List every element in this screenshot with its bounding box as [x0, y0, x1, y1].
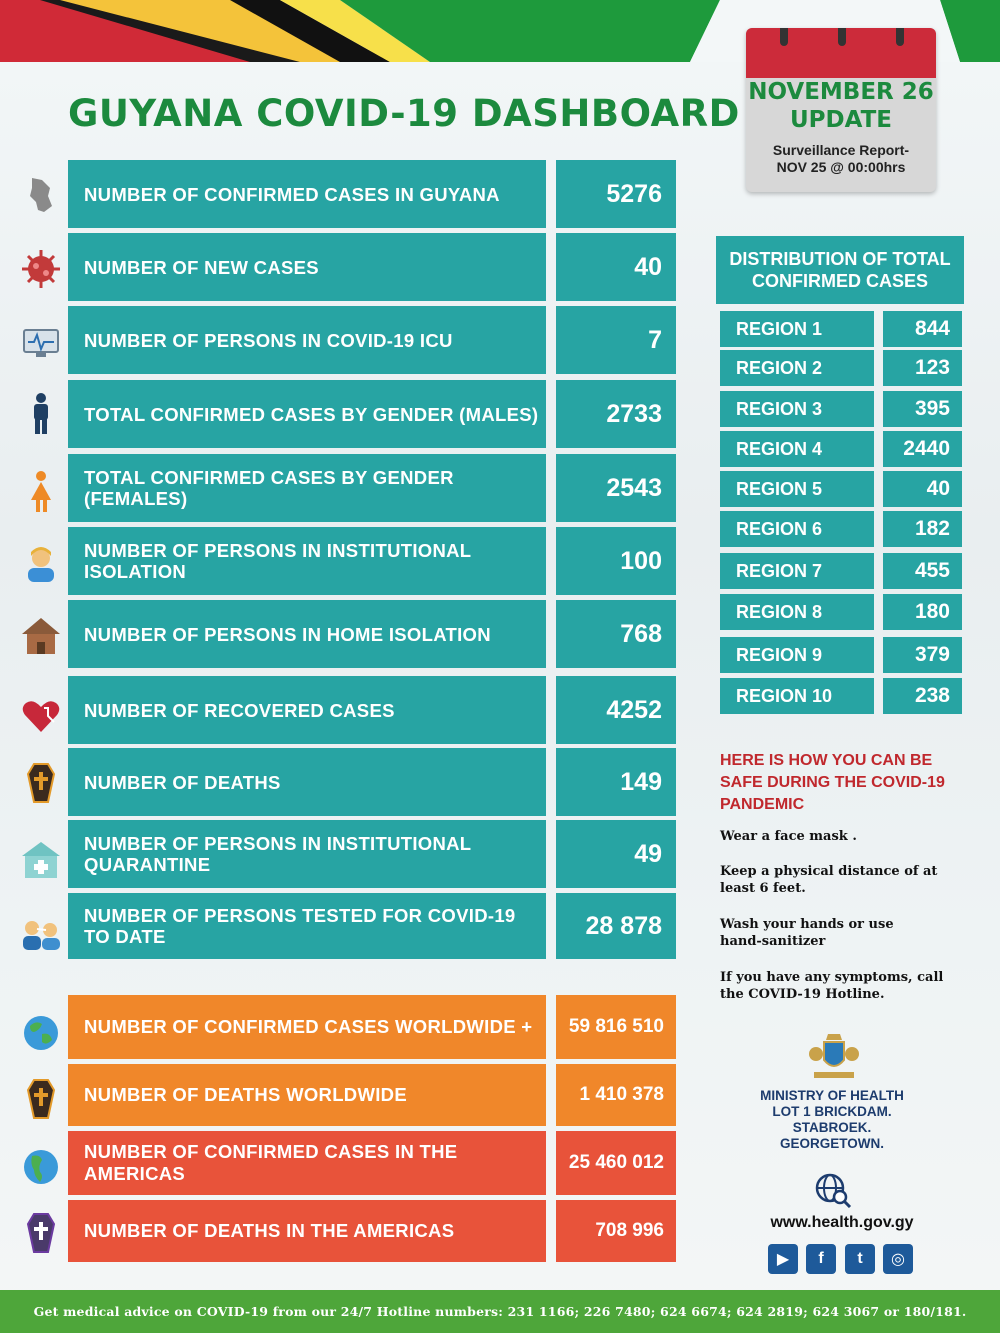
- update-calendar: NOVEMBER 26 UPDATE Surveillance Report- …: [746, 28, 936, 192]
- region-label: REGION 7: [720, 553, 874, 589]
- female-icon: [31, 471, 51, 512]
- hotline-footer: Get medical advice on COVID-19 from our …: [0, 1290, 1000, 1333]
- globe-icon: [24, 1150, 58, 1184]
- hospital-icon: [22, 842, 60, 878]
- stat-label-deaths: NUMBER OF DEATHS: [68, 748, 546, 816]
- stat-value-confirmed-cases: 5276: [556, 160, 676, 228]
- stat-label-institutional-isolation: NUMBER OF PERSONS IN INSTITUTIONAL ISOLA…: [68, 527, 546, 595]
- surveillance-report: Surveillance Report- NOV 25 @ 00:00hrs: [746, 142, 936, 176]
- stat-label-home-isolation: NUMBER OF PERSONS IN HOME ISOLATION: [68, 600, 546, 668]
- coffin-icon: [26, 1213, 56, 1253]
- safety-tip: Wear a face mask .: [720, 829, 857, 844]
- update-date-line1: NOVEMBER 26: [748, 79, 934, 105]
- stat-value-new-cases: 40: [556, 233, 676, 301]
- stat-label-new-cases: NUMBER OF NEW CASES: [68, 233, 546, 301]
- monitor-icon: [23, 329, 59, 357]
- coffin-icon: [26, 763, 56, 803]
- stat-label-confirmed-cases: NUMBER OF CONFIRMED CASES IN GUYANA: [68, 160, 546, 228]
- twitter-icon[interactable]: t: [845, 1244, 875, 1274]
- facebook-icon[interactable]: f: [806, 1244, 836, 1274]
- region-value: 123: [883, 350, 962, 386]
- instagram-icon[interactable]: ◎: [883, 1244, 913, 1274]
- stat-value-males: 2733: [556, 380, 676, 448]
- stat-label-females: TOTAL CONFIRMED CASES BY GENDER (FEMALES…: [68, 454, 546, 522]
- ministry-line1: MINISTRY OF HEALTH: [760, 1088, 904, 1103]
- stat-value-icu: 7: [556, 306, 676, 374]
- region-value: 395: [883, 391, 962, 427]
- male-icon: [34, 393, 48, 434]
- ministry-line4: GEORGETOWN.: [779, 1136, 884, 1151]
- stat-label-tested: NUMBER OF PERSONS TESTED FOR COVID-19 TO…: [68, 893, 546, 959]
- region-label: REGION 10: [720, 678, 874, 714]
- swab-test-icon: [23, 921, 60, 950]
- house-icon: [22, 618, 60, 654]
- stat-label-icu: NUMBER OF PERSONS IN COVID-19 ICU: [68, 306, 546, 374]
- region-value: 182: [883, 511, 962, 547]
- stat-label-recovered: NUMBER OF RECOVERED CASES: [68, 676, 546, 744]
- ministry-address: MINISTRY OF HEALTH LOT 1 BRICKDAM. STABR…: [740, 1088, 924, 1152]
- region-label: REGION 3: [720, 391, 874, 427]
- stat-value-institutional-quarantine: 49: [556, 820, 676, 888]
- world-value-confirmed: 59 816 510: [556, 995, 676, 1059]
- stat-value-deaths: 149: [556, 748, 676, 816]
- surveillance-report-line1: Surveillance Report-: [772, 142, 910, 158]
- americas-value-confirmed: 25 460 012: [556, 1131, 676, 1195]
- nurse-icon: [28, 547, 54, 582]
- update-date-line2: UPDATE: [789, 107, 893, 133]
- region-value: 844: [883, 311, 962, 347]
- safety-heading: HERE IS HOW YOU CAN BE SAFE DURING THE C…: [720, 752, 945, 813]
- stat-value-tested: 28 878: [556, 893, 676, 959]
- heart-icon: [22, 701, 60, 732]
- region-label: REGION 9: [720, 637, 874, 673]
- update-date: NOVEMBER 26 UPDATE: [746, 78, 936, 134]
- website-link[interactable]: www.health.gov.gy: [770, 1214, 914, 1231]
- region-label: REGION 8: [720, 594, 874, 630]
- coat-of-arms-icon: [809, 1034, 859, 1078]
- stat-label-institutional-quarantine: NUMBER OF PERSONS IN INSTITUTIONAL QUARA…: [68, 820, 546, 888]
- region-label: REGION 4: [720, 431, 874, 467]
- distribution-heading: DISTRIBUTION OF TOTAL CONFIRMED CASES: [716, 236, 964, 304]
- americas-value-deaths: 708 996: [556, 1200, 676, 1262]
- calendar-ring-icon: [838, 28, 846, 46]
- globe-icon: [24, 1016, 58, 1050]
- page-title: GUYANA COVID-19 DASHBOARD: [68, 92, 740, 135]
- region-label: REGION 6: [720, 511, 874, 547]
- region-value: 238: [883, 678, 962, 714]
- region-value: 379: [883, 637, 962, 673]
- guyana-flag-banner: [0, 0, 1000, 62]
- region-label: REGION 1: [720, 311, 874, 347]
- stat-value-home-isolation: 768: [556, 600, 676, 668]
- stat-value-females: 2543: [556, 454, 676, 522]
- region-value: 40: [883, 471, 962, 507]
- region-value: 455: [883, 553, 962, 589]
- web-search-icon: [815, 1173, 852, 1208]
- virus-icon: [22, 250, 60, 288]
- guyana-map-icon: [30, 178, 52, 212]
- ministry-line2: LOT 1 BRICKDAM.: [772, 1104, 892, 1119]
- safety-tip: Keep a physical distance of at least 6 f…: [720, 864, 938, 896]
- stat-value-institutional-isolation: 100: [556, 527, 676, 595]
- coffin-icon: [26, 1079, 56, 1119]
- ministry-line3: STABROEK.: [792, 1120, 872, 1135]
- region-value: 2440: [883, 431, 962, 467]
- safety-tip: Wash your hands or use hand-sanitizer: [720, 917, 894, 949]
- youtube-icon[interactable]: ▶: [768, 1244, 798, 1274]
- surveillance-report-line2: NOV 25 @ 00:00hrs: [776, 159, 906, 175]
- stat-value-recovered: 4252: [556, 676, 676, 744]
- world-label-deaths: NUMBER OF DEATHS WORLDWIDE: [68, 1064, 546, 1126]
- americas-label-confirmed: NUMBER OF CONFIRMED CASES IN THE AMERICA…: [68, 1131, 546, 1195]
- region-label: REGION 2: [720, 350, 874, 386]
- world-label-confirmed: NUMBER OF CONFIRMED CASES WORLDWIDE +: [68, 995, 546, 1059]
- world-value-deaths: 1 410 378: [556, 1064, 676, 1126]
- calendar-ring-icon: [780, 28, 788, 46]
- region-value: 180: [883, 594, 962, 630]
- americas-label-deaths: NUMBER OF DEATHS IN THE AMERICAS: [68, 1200, 546, 1262]
- calendar-ring-icon: [896, 28, 904, 46]
- region-label: REGION 5: [720, 471, 874, 507]
- stat-label-males: TOTAL CONFIRMED CASES BY GENDER (MALES): [68, 380, 546, 448]
- safety-tip: If you have any symptoms, call the COVID…: [720, 970, 944, 1002]
